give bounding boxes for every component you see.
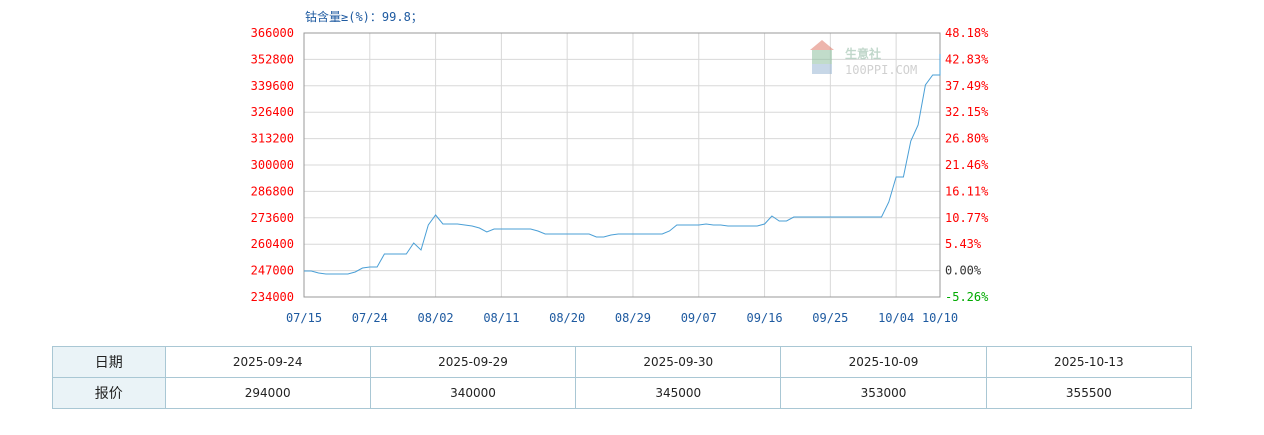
y-right-tick-label: 16.11% [945, 184, 989, 198]
y-left-tick-label: 366000 [251, 26, 294, 40]
date-header: 日期 [52, 346, 166, 378]
price-cell: 355500 [985, 377, 1193, 409]
x-tick-label: 10/04 [878, 311, 914, 325]
table-row-prices: 报价 294000 340000 345000 353000 355500 [52, 377, 1193, 409]
x-tick-label: 07/15 [286, 311, 322, 325]
watermark-house-icon [812, 50, 832, 64]
y-left-tick-label: 300000 [251, 158, 294, 172]
y-right-tick-label: 48.18% [945, 26, 989, 40]
price-series-line [304, 54, 941, 275]
y-right-tick-label: 21.46% [945, 158, 989, 172]
x-tick-label: 08/20 [549, 311, 585, 325]
price-table: 日期 2025-09-24 2025-09-29 2025-09-30 2025… [52, 346, 1193, 409]
x-tick-label: 08/02 [418, 311, 454, 325]
y-right-tick-label: 26.80% [945, 132, 989, 146]
table-row-dates: 日期 2025-09-24 2025-09-29 2025-09-30 2025… [52, 346, 1193, 378]
price-cell: 340000 [369, 377, 577, 409]
price-cell: 353000 [780, 377, 987, 409]
y-right-tick-label: 5.43% [945, 237, 982, 251]
x-tick-label: 07/24 [352, 311, 388, 325]
right-axis: 48.18% 42.83% 37.49% 32.15% 26.80% 21.46% 16.1… [945, 26, 989, 304]
y-right-tick-label: 32.15% [945, 105, 989, 119]
watermark-brand: 生意社 [845, 46, 881, 61]
y-right-tick-label: 0.00% [945, 264, 982, 278]
watermark-base-icon [812, 64, 832, 74]
y-left-tick-label: 313200 [251, 132, 294, 146]
y-right-tick-label: 37.49% [945, 79, 989, 93]
plot-area-border [303, 32, 941, 298]
x-tick-label: 09/07 [681, 311, 717, 325]
price-line-chart: 钴含量≥(%)：99.8； 生意社 100PPI.COM 366000 35280… [251, 9, 989, 325]
watermark-site: 100PPI.COM [845, 63, 917, 77]
x-axis: 07/15 07/24 08/02 08/11 08/20 08/29 09/07 09/16… [286, 311, 958, 325]
y-right-tick-label: 10.77% [945, 211, 989, 225]
y-left-tick-label: 286800 [251, 184, 294, 198]
price-cell: 345000 [575, 377, 782, 409]
y-right-tick-label: 42.83% [945, 52, 989, 66]
y-left-tick-label: 260400 [251, 237, 294, 251]
date-cell: 2025-09-30 [575, 346, 782, 378]
y-left-tick-label: 339600 [251, 79, 294, 93]
x-tick-label: 09/16 [746, 311, 782, 325]
x-tick-label: 08/29 [615, 311, 651, 325]
watermark-logo: 生意社 100PPI.COM [810, 40, 917, 77]
date-cell: 2025-09-29 [369, 346, 577, 378]
y-left-tick-label: 247000 [251, 264, 294, 278]
x-tick-label: 08/11 [483, 311, 519, 325]
date-cell: 2025-10-09 [780, 346, 987, 378]
x-tick-label: 10/10 [922, 311, 958, 325]
y-left-tick-label: 352800 [251, 52, 294, 66]
y-left-tick-label: 273600 [251, 211, 294, 225]
left-axis: 366000 352800 339600 326400 313200 300000 2868… [251, 26, 294, 304]
y-left-tick-label: 326400 [251, 105, 294, 119]
date-cell: 2025-09-24 [164, 346, 371, 378]
chart-title: 钴含量≥(%)：99.8； [305, 9, 423, 24]
date-cell: 2025-10-13 [985, 346, 1193, 378]
price-header: 报价 [52, 377, 166, 409]
x-tick-label: 09/25 [812, 311, 848, 325]
price-cell: 294000 [164, 377, 371, 409]
y-right-tick-label: -5.26% [945, 290, 989, 304]
watermark-roof-icon [810, 40, 834, 50]
y-left-tick-label: 234000 [251, 290, 294, 304]
